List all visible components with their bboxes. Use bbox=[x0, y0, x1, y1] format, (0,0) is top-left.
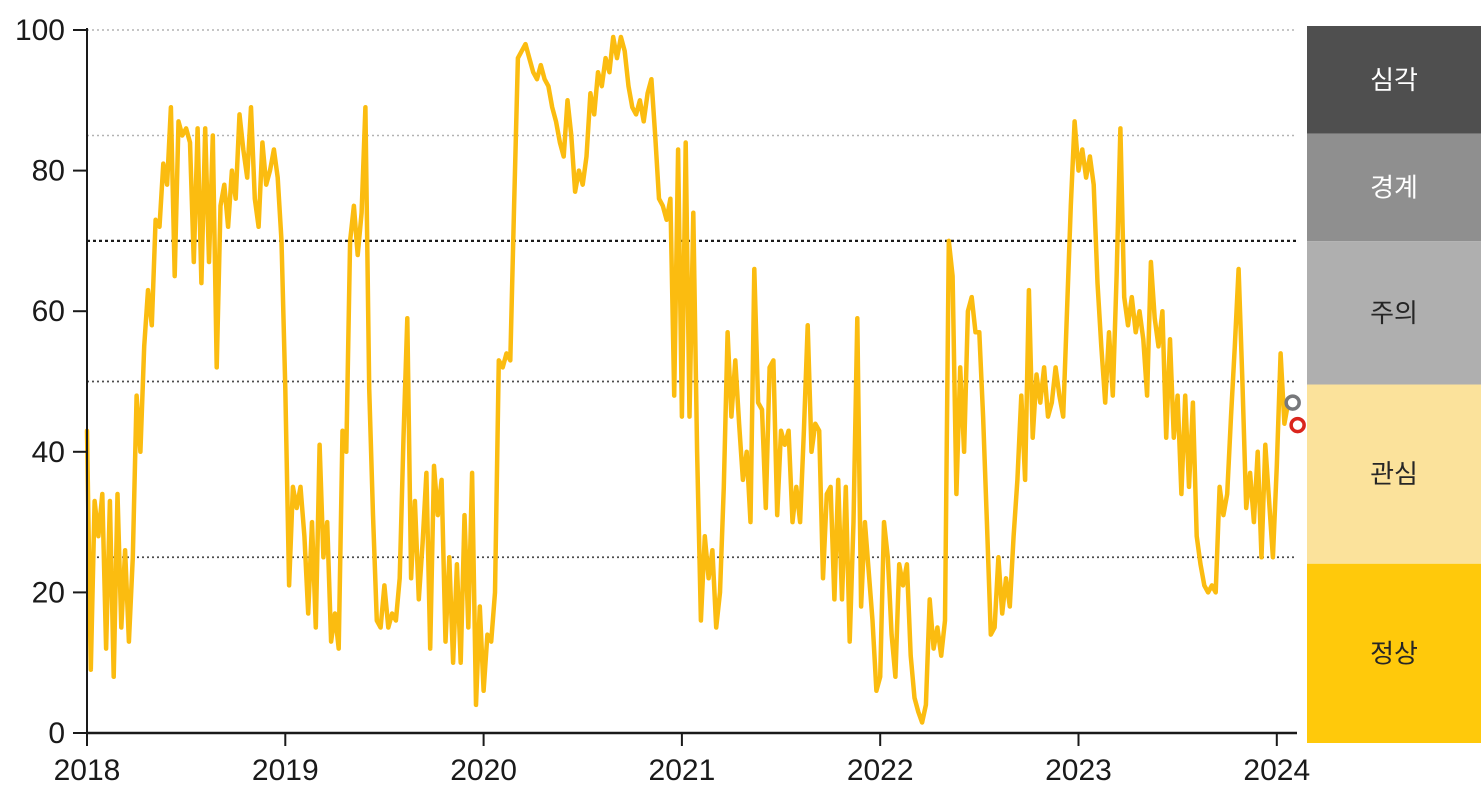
risk-band-label-관심: 관심 bbox=[1370, 459, 1418, 489]
risk-band-label-정상: 정상 bbox=[1370, 638, 1418, 668]
risk-band-정상 bbox=[1307, 563, 1481, 743]
series-line-risk-index bbox=[84, 34, 1291, 725]
risk-band-심각 bbox=[1307, 26, 1481, 134]
axes-group bbox=[73, 28, 1297, 746]
latest-marker-red bbox=[1289, 416, 1306, 434]
y-tick-label-0: 0 bbox=[48, 717, 65, 750]
y-tick-label-80: 80 bbox=[32, 155, 65, 188]
y-tick-label-40: 40 bbox=[32, 436, 65, 469]
axis-labels-group: 0 20 40 60 80 100 2018 2019 2020 2021 2022 2023 2024 bbox=[15, 14, 1310, 787]
y-tick-label-20: 20 bbox=[32, 576, 65, 609]
x-tick-label-2024: 2024 bbox=[1243, 754, 1310, 787]
latest-marker-gray bbox=[1284, 394, 1301, 411]
x-tick-label-2023: 2023 bbox=[1045, 754, 1112, 787]
x-tick-label-2021: 2021 bbox=[649, 754, 716, 787]
x-tick-label-2018: 2018 bbox=[54, 754, 121, 787]
risk-band-관심 bbox=[1307, 384, 1481, 564]
risk-band-label-심각: 심각 bbox=[1370, 65, 1418, 95]
risk-band-주의 bbox=[1307, 241, 1481, 385]
risk-band-경계 bbox=[1307, 133, 1481, 242]
series-group bbox=[84, 34, 1291, 725]
x-tick-label-2019: 2019 bbox=[252, 754, 319, 787]
x-tick-label-2022: 2022 bbox=[847, 754, 914, 787]
y-tick-label-60: 60 bbox=[32, 295, 65, 328]
risk-band-label-경계: 경계 bbox=[1370, 172, 1418, 202]
y-tick-label-100: 100 bbox=[15, 14, 65, 47]
markers-group bbox=[1284, 394, 1306, 434]
risk-band-label-주의: 주의 bbox=[1370, 298, 1418, 328]
x-tick-label-2020: 2020 bbox=[450, 754, 517, 787]
